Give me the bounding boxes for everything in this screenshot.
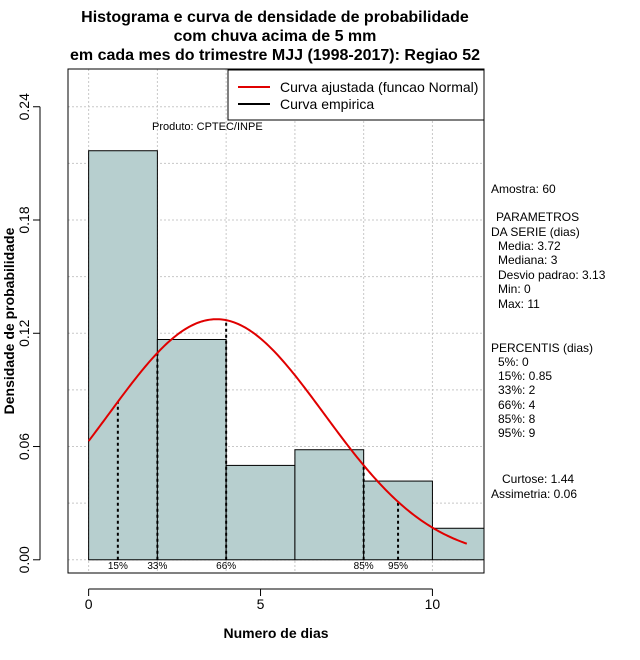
stat-max: Max: 11: [498, 297, 540, 311]
histogram-bar-0: [88, 150, 158, 561]
legend-box: [227, 69, 485, 121]
chart-title-line-2: com chuva acima de 5 mm: [174, 28, 377, 45]
stat-p5: 5%: 0: [498, 355, 529, 369]
stat-desvio: Desvio padrao: 3.13: [498, 268, 606, 282]
percentile-label-2: 66%: [216, 561, 236, 572]
histogram-bar-2: [225, 464, 296, 561]
x-tick-label-2: 10: [425, 596, 441, 612]
legend-label-normal: Curva ajustada (funcao Normal): [280, 79, 478, 95]
histogram-bars: [88, 150, 485, 561]
chart-title-line-3: em cada mes do trimestre MJJ (1998-2017)…: [70, 47, 480, 64]
x-axis-label: Numero de dias: [223, 625, 328, 641]
normal-fit-curve: [87, 318, 468, 545]
axes: 0.00 0.06 0.12 0.18 0.24 0 5 10: [16, 93, 440, 612]
stat-p66: 66%: 4: [498, 398, 536, 412]
stat-assimetria: Assimetria: 0.06: [491, 487, 577, 501]
plot-frame: [67, 68, 485, 574]
stat-amostra: Amostra: 60: [491, 182, 556, 196]
x-tick-label-0: 0: [85, 596, 93, 612]
legend: Curva ajustada (funcao Normal) Curva emp…: [227, 69, 485, 121]
y-tick-label-1: 0.06: [16, 433, 32, 460]
stat-p15: 15%: 0.85: [498, 369, 552, 383]
stat-p33: 33%: 2: [498, 383, 536, 397]
y-tick-label-3: 0.18: [16, 206, 32, 233]
stat-p95: 95%: 9: [498, 426, 536, 440]
percentile-label-3: 85%: [354, 561, 374, 572]
stat-curtose: Curtose: 1.44: [502, 472, 574, 486]
percentile-label-1: 33%: [147, 561, 167, 572]
stat-param-header-2: DA SERIE (dias): [491, 225, 580, 239]
y-tick-label-2: 0.12: [16, 319, 32, 346]
product-annotation: Produto: CPTEC/INPE: [152, 121, 263, 133]
percentile-label-4: 95%: [388, 561, 408, 572]
percentile-lines: [116, 320, 400, 560]
stat-mediana: Mediana: 3: [498, 253, 558, 267]
stat-pct-header: PERCENTIS (dias): [491, 341, 593, 355]
histogram-bar-1: [156, 338, 227, 561]
y-axis-label: Densidade de probabilidade: [1, 227, 17, 414]
stat-param-header-1: PARAMETROS: [496, 210, 579, 224]
y-tick-label-4: 0.24: [16, 93, 32, 120]
y-tick-label-0: 0.00: [16, 546, 32, 573]
x-tick-label-1: 5: [257, 596, 265, 612]
legend-label-empirical: Curva empirica: [280, 96, 374, 112]
chart-title-line-1: Histograma e curva de densidade de proba…: [81, 9, 469, 26]
stat-min: Min: 0: [498, 282, 531, 296]
stat-media: Media: 3.72: [498, 239, 561, 253]
stats-panel: Amostra: 60 PARAMETROS DA SERIE (dias) M…: [491, 182, 606, 501]
stat-p85: 85%: 8: [498, 412, 536, 426]
percentile-label-0: 15%: [108, 561, 128, 572]
histogram-bar-3: [294, 449, 365, 561]
percentile-labels: 15% 33% 66% 85% 95%: [108, 561, 408, 572]
